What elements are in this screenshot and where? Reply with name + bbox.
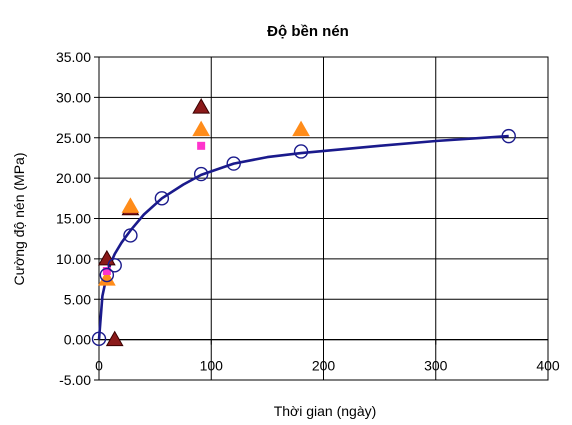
data-point-square	[102, 266, 111, 275]
x-tick-label: 300	[424, 358, 448, 374]
x-tick-label: 400	[536, 358, 560, 374]
y-tick-label: 15.00	[56, 211, 91, 227]
data-point-circle	[226, 156, 241, 171]
y-tick-label: 0.00	[64, 332, 91, 348]
data-point-square	[197, 141, 206, 150]
data-point-circle	[91, 331, 107, 347]
data-point-circle	[123, 228, 138, 243]
y-axis-title: Cường độ nén (MPa)	[11, 153, 27, 286]
data-point-circle	[193, 166, 209, 182]
data-point-triangle	[192, 120, 211, 137]
data-point-triangle	[292, 120, 310, 137]
y-tick-label: -5.00	[59, 372, 91, 388]
data-point-triangle	[105, 330, 124, 347]
data-point-triangle	[121, 197, 140, 213]
y-tick-label: 5.00	[64, 291, 91, 307]
y-tick-label: 10.00	[56, 251, 91, 267]
y-tick-label: 20.00	[56, 170, 91, 186]
data-point-circle	[293, 144, 309, 159]
data-point-triangle	[97, 249, 116, 266]
chart-title: Độ bền nén	[267, 23, 349, 40]
y-tick-label: 30.00	[56, 89, 91, 105]
data-point-circle	[501, 128, 516, 144]
y-tick-label: 35.00	[56, 49, 91, 65]
data-point-circle	[99, 267, 115, 283]
data-point-circle	[154, 191, 170, 206]
x-axis-title: Thời gian (ngày)	[274, 403, 377, 419]
x-tick-label: 100	[200, 358, 224, 374]
y-tick-label: 25.00	[56, 130, 91, 146]
x-tick-label: 200	[312, 358, 336, 374]
data-point-triangle	[97, 270, 116, 286]
x-tick-label: 0	[95, 358, 103, 374]
data-point-triangle	[192, 98, 211, 114]
data-point-circle	[107, 258, 122, 273]
